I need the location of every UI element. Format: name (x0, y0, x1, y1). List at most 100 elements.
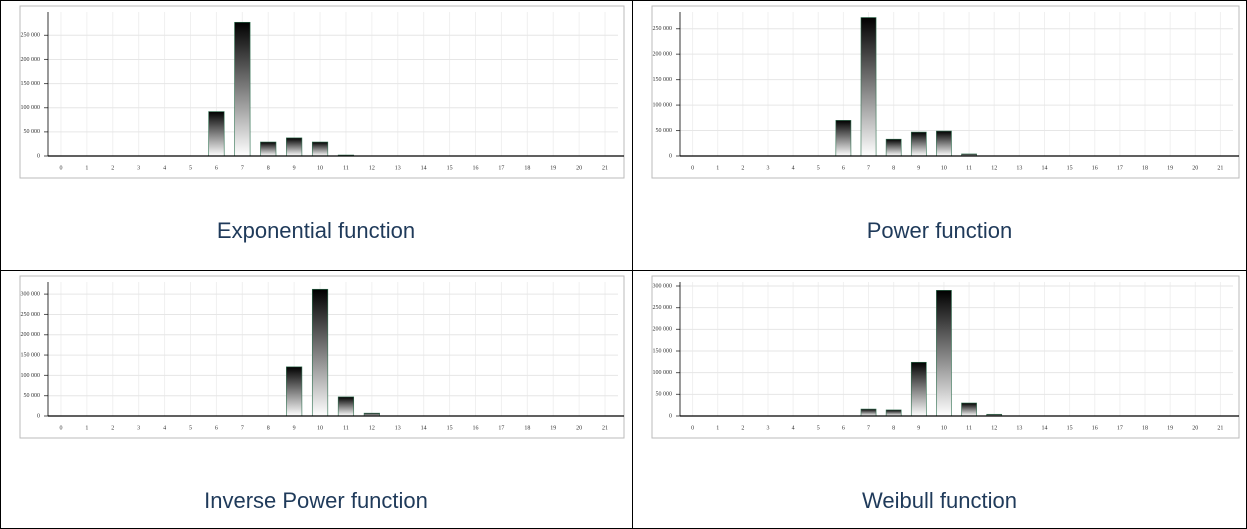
y-tick-label: 100 000 (21, 105, 41, 111)
x-tick-label: 10 (317, 425, 323, 431)
bar (311, 288, 329, 417)
x-tick-label: 17 (1117, 425, 1123, 431)
x-tick-label: 3 (766, 165, 769, 171)
x-tick-label: 21 (1217, 165, 1223, 171)
x-tick-label: 3 (137, 425, 140, 431)
y-tick-label: 150 000 (653, 77, 673, 83)
x-tick-label: 0 (59, 165, 62, 171)
x-tick-label: 5 (817, 425, 820, 431)
x-tick-label: 5 (189, 425, 192, 431)
bar (860, 408, 877, 417)
x-tick-label: 11 (343, 425, 349, 431)
x-tick-label: 8 (892, 425, 895, 431)
x-tick-label: 0 (59, 425, 62, 431)
x-tick-label: 20 (576, 425, 582, 431)
x-tick-label: 15 (1067, 425, 1073, 431)
x-tick-label: 15 (447, 425, 453, 431)
x-tick-label: 10 (317, 165, 323, 171)
x-tick-label: 7 (867, 425, 870, 431)
x-tick-label: 19 (1167, 425, 1173, 431)
bar (910, 131, 927, 157)
bar (835, 120, 852, 157)
bar (286, 366, 303, 417)
bar (337, 396, 355, 417)
x-tick-label: 9 (293, 425, 296, 431)
x-tick-label: 12 (369, 165, 375, 171)
y-tick-label: 50 000 (24, 129, 41, 135)
x-tick-label: 5 (189, 165, 192, 171)
x-tick-label: 12 (991, 425, 997, 431)
x-tick-label: 17 (498, 165, 504, 171)
y-tick-label: 50 000 (656, 392, 673, 398)
x-tick-label: 4 (792, 165, 795, 171)
chart: 0 50 000 100 000 150 000 200 000 250 000 300 0… (19, 275, 625, 513)
x-tick-label: 19 (550, 425, 556, 431)
x-tick-label: 8 (267, 165, 270, 171)
bar (885, 138, 902, 157)
plot-frame (19, 275, 625, 439)
y-tick-label: 150 000 (21, 352, 41, 358)
x-tick-label: 21 (602, 165, 608, 171)
x-tick-label: 19 (1167, 165, 1173, 171)
x-tick-label: 13 (395, 165, 401, 171)
bar (936, 290, 952, 417)
x-tick-label: 2 (111, 425, 114, 431)
y-tick-label: 250 000 (21, 312, 41, 318)
x-tick-label: 1 (716, 165, 719, 171)
y-tick-label: 150 000 (653, 348, 673, 354)
y-tick-label: 100 000 (653, 370, 673, 376)
chart: 0 50 000 100 000 150 000 200 000 250 000 0 1 2 3 4… (19, 5, 625, 243)
y-tick-label: 250 000 (653, 26, 673, 32)
x-tick-label: 14 (421, 425, 427, 431)
x-tick-label: 20 (1192, 425, 1198, 431)
y-tick-label: 0 (37, 153, 40, 159)
bar (234, 21, 251, 157)
x-tick-label: 14 (1041, 425, 1047, 431)
x-tick-label: 2 (741, 425, 744, 431)
x-tick-label: 13 (1016, 425, 1022, 431)
y-tick-label: 200 000 (21, 332, 41, 338)
chart-caption: Inverse Power function (204, 488, 428, 513)
x-tick-label: 17 (1117, 165, 1123, 171)
x-tick-label: 9 (917, 165, 920, 171)
x-tick-label: 12 (991, 165, 997, 171)
y-tick-label: 200 000 (653, 327, 673, 333)
y-tick-label: 100 000 (653, 102, 673, 108)
y-tick-label: 200 000 (21, 57, 41, 63)
bar (860, 17, 877, 157)
x-tick-label: 4 (163, 165, 166, 171)
x-tick-label: 11 (966, 425, 972, 431)
x-tick-label: 3 (766, 425, 769, 431)
x-tick-label: 16 (1092, 165, 1098, 171)
bar (311, 141, 329, 157)
x-tick-label: 14 (421, 165, 427, 171)
bar (208, 111, 225, 157)
x-tick-label: 20 (576, 165, 582, 171)
x-tick-label: 7 (867, 165, 870, 171)
x-tick-label: 13 (1016, 165, 1022, 171)
x-tick-label: 19 (550, 165, 556, 171)
y-tick-label: 150 000 (21, 81, 41, 87)
y-tick-label: 300 000 (653, 283, 673, 289)
chart-caption: Exponential function (217, 218, 415, 243)
x-tick-label: 0 (691, 425, 694, 431)
y-tick-label: 200 000 (653, 52, 673, 58)
x-tick-label: 16 (1092, 425, 1098, 431)
x-tick-label: 5 (817, 165, 820, 171)
bar (885, 409, 902, 417)
plot-frame (19, 5, 625, 179)
x-tick-label: 3 (137, 165, 140, 171)
chart: 0 50 000 100 000 150 000 200 000 250 000 300 0… (651, 275, 1240, 513)
x-tick-label: 6 (842, 425, 845, 431)
bar (910, 361, 927, 417)
chart-caption: Weibull function (862, 488, 1017, 513)
y-tick-label: 250 000 (21, 33, 41, 39)
plot-frame (651, 275, 1240, 439)
x-tick-label: 6 (215, 425, 218, 431)
x-tick-label: 21 (1217, 425, 1223, 431)
x-tick-label: 2 (111, 165, 114, 171)
x-tick-label: 21 (602, 425, 608, 431)
x-tick-label: 0 (691, 165, 694, 171)
